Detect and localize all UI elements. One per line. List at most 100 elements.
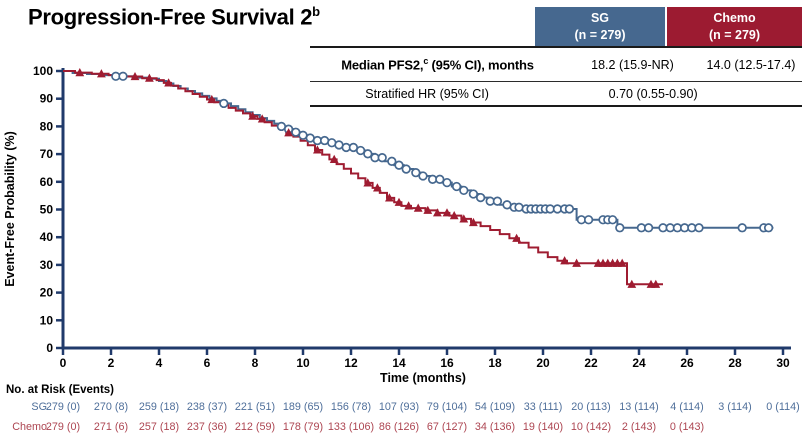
risk-value: 2 (143) (621, 421, 657, 433)
sg-censor-marker (435, 174, 445, 184)
chemo-censor-marker (313, 145, 322, 154)
chemo-censor-marker (257, 114, 267, 123)
chemo-censor-marker (651, 279, 661, 288)
risk-value: 279 (0) (45, 421, 81, 433)
sg-censor-marker (401, 164, 411, 174)
chemo-censor-marker (423, 205, 433, 214)
x-tick-label: 14 (392, 356, 406, 370)
risk-value: 34 (136) (474, 421, 516, 433)
sg-censor-marker (615, 223, 625, 233)
chemo-censor-marker (617, 258, 627, 267)
sg-censor-marker (411, 168, 421, 178)
risk-value: 237 (36) (186, 421, 228, 433)
risk-value: 279 (0) (45, 401, 81, 413)
sg-censor-marker (643, 223, 654, 233)
x-tick-label: 30 (776, 356, 790, 370)
x-tick-label: 20 (536, 356, 550, 370)
page-title-superscript: b (312, 4, 320, 19)
sg-censor-marker (442, 177, 452, 188)
chemo-censor-marker (560, 256, 569, 265)
chemo-censor-marker (394, 197, 404, 206)
x-tick-label: 8 (252, 356, 259, 370)
legend-chemo-n: (n = 279) (708, 27, 761, 42)
risk-value: 133 (106) (327, 421, 375, 433)
risk-value: 271 (6) (93, 421, 129, 433)
chemo-curve (63, 70, 663, 286)
chemo-censor-marker (512, 233, 521, 242)
sg-censor-marker (737, 223, 747, 233)
chemo-censor-marker (469, 217, 478, 227)
risk-value: 19 (140) (522, 421, 564, 433)
x-tick-label: 16 (440, 356, 454, 370)
chemo-censor-marker (75, 68, 85, 77)
x-tick-label: 26 (680, 356, 694, 370)
y-tick-label: 70 (40, 147, 54, 161)
y-axis-title: Event-Free Probability (%) (3, 131, 17, 287)
median-pfs2-label: Median PFS2,c (95% CI), months (310, 56, 565, 72)
sg-censor-marker (219, 98, 229, 109)
legend-sg-name: SG (590, 10, 610, 25)
sg-censor-marker (418, 171, 428, 181)
risk-value: 156 (78) (330, 401, 372, 413)
chemo-censor-marker (130, 71, 140, 81)
risk-value: 178 (79) (282, 421, 324, 433)
chemo-censor-marker (627, 279, 637, 288)
chemo-censor-marker (572, 258, 581, 267)
stats-table: Median PFS2,c (95% CI), months 18.2 (15.… (310, 46, 802, 107)
risk-value: 221 (51) (234, 401, 276, 413)
x-tick-label: 18 (488, 356, 502, 370)
chemo-censor-marker (97, 69, 106, 78)
page-title-text: Progression-Free Survival 2 (28, 4, 313, 30)
sg-censor-marker (694, 223, 704, 233)
chemo-censor-marker (459, 214, 469, 223)
sg-censor-marker (355, 145, 366, 156)
sg-censor-marker (377, 153, 387, 163)
x-tick-label: 0 (60, 356, 67, 370)
chemo-censor-marker (413, 203, 423, 212)
y-tick-label: 100 (33, 64, 53, 78)
chemo-censor-marker (207, 94, 217, 104)
chemo-censor-marker (385, 193, 394, 202)
y-tick-label: 80 (40, 119, 54, 133)
y-tick-label: 10 (40, 313, 54, 327)
sg-censor-marker (607, 215, 618, 225)
risk-value: 10 (142) (570, 421, 612, 433)
sg-censor-marker (451, 181, 462, 192)
risk-value: 257 (18) (138, 421, 180, 433)
legend-sg-n: (n = 279) (574, 27, 626, 42)
risk-table-title: No. at Risk (Events) (6, 384, 114, 396)
risk-value: 212 (59) (234, 421, 276, 433)
risk-value: 0 (114) (766, 401, 800, 413)
chemo-censor-marker (248, 111, 257, 120)
y-tick-label: 50 (40, 203, 54, 217)
risk-value: 189 (65) (282, 401, 324, 413)
sg-censor-marker (363, 149, 373, 159)
y-tick-label: 0 (46, 341, 53, 355)
sg-censor-marker (459, 185, 469, 196)
risk-value: 20 (113) (571, 401, 611, 413)
risk-value: 79 (104) (426, 401, 468, 413)
risk-row-sg: SG 279 (0) 270 (8) 259 (18) 238 (37) 221 (51)… (0, 401, 807, 417)
risk-value: 4 (114) (670, 401, 704, 413)
stats-row-median: Median PFS2,c (95% CI), months 18.2 (15.… (310, 48, 802, 82)
sg-censor-marker (394, 160, 404, 170)
risk-value: 33 (111) (523, 401, 563, 413)
chemo-censor-marker (145, 73, 154, 82)
sg-censor-marker (387, 156, 397, 166)
sg-censor-marker (468, 189, 479, 199)
legend-chemo-name: Chemo (713, 10, 756, 25)
median-sg-value: 18.2 (15.9-NR) (591, 57, 674, 72)
y-tick-label: 30 (40, 258, 54, 272)
risk-value: 0 (143) (669, 421, 705, 433)
y-tick-label: 20 (40, 286, 54, 300)
x-tick-label: 24 (632, 356, 646, 370)
chemo-censor-marker (284, 128, 293, 137)
x-axis-title: Time (months) (380, 371, 466, 385)
legend-header-sg: SG (n = 279) (535, 7, 665, 46)
chemo-censor-marker (373, 183, 382, 192)
x-tick-label: 12 (344, 356, 358, 370)
sg-censor-marker (583, 215, 594, 225)
chemo-censor-marker (433, 208, 442, 217)
x-tick-label: 4 (156, 356, 163, 370)
